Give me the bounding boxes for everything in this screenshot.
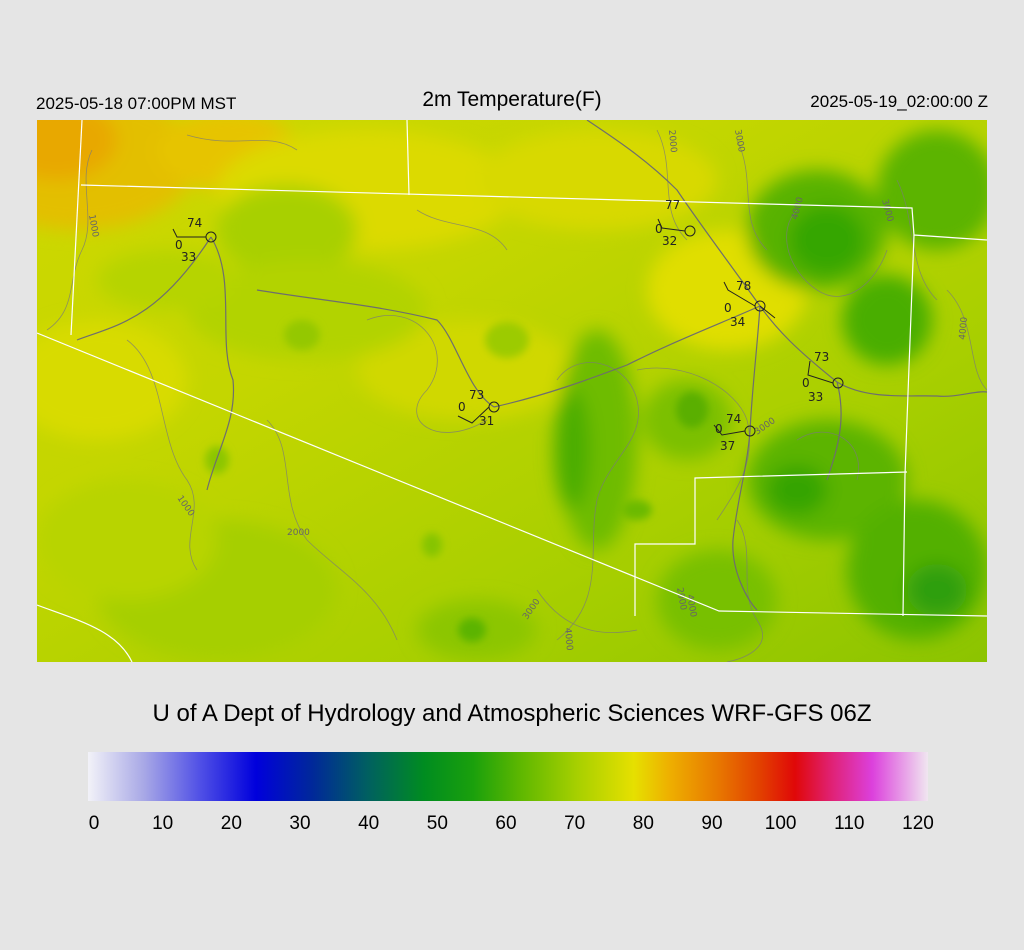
colorbar-tick-label: 60 xyxy=(495,813,517,834)
station-temperature: 77 xyxy=(665,198,680,212)
station-wind-speed: 0 xyxy=(802,376,810,390)
station-temperature: 78 xyxy=(736,279,751,293)
station-plot: 74 0 33 xyxy=(172,216,217,264)
station-wind-speed: 0 xyxy=(715,422,723,436)
colorbar-tick-label: 80 xyxy=(632,813,654,834)
colorbar-tick-label: 50 xyxy=(426,813,448,834)
political-borders xyxy=(37,120,987,662)
station-dewpoint: 37 xyxy=(720,439,735,453)
station-dewpoint: 32 xyxy=(662,234,677,248)
contour-label: 4000 xyxy=(562,627,574,651)
colorbar-tick-label: 10 xyxy=(152,813,174,834)
colorbar-tick-label: 20 xyxy=(220,813,242,834)
credit-line: U of A Dept of Hydrology and Atmospheric… xyxy=(152,700,872,727)
station-temperature: 73 xyxy=(469,388,484,402)
contour-label: 1000 xyxy=(86,214,100,239)
terrain-contours xyxy=(46,129,987,662)
station-temperature: 74 xyxy=(187,216,202,230)
station-wind-speed: 0 xyxy=(724,301,732,315)
colorbar-tick-label: 0 xyxy=(88,813,100,834)
station-temperature: 74 xyxy=(726,412,741,426)
station-plot: 77 0 32 xyxy=(655,198,696,248)
contour-label: 2000 xyxy=(287,528,310,538)
local-time-label: 2025-05-18 07:00PM MST xyxy=(36,94,237,113)
temperature-map: 1000 1000 2000 2000 2000 3000 3000 3000 … xyxy=(37,120,987,662)
station-dewpoint: 33 xyxy=(808,390,823,404)
utc-time-label: 2025-05-19_02:00:00 Z xyxy=(810,92,988,111)
contour-label: 3000 xyxy=(732,129,746,154)
map-title: 2m Temperature(F) xyxy=(422,88,602,111)
station-dewpoint: 33 xyxy=(181,250,196,264)
colorbar-tick-label: 40 xyxy=(358,813,380,834)
station-dewpoint: 34 xyxy=(730,315,745,329)
station-wind-speed: 0 xyxy=(458,400,466,414)
station-temperature: 73 xyxy=(814,350,829,364)
colorbar-tick-label: 90 xyxy=(701,813,723,834)
station-wind-speed: 0 xyxy=(175,238,183,252)
station-plots: 74 0 33 77 0 32 78 0 34 73 xyxy=(172,198,844,453)
colorbar-tick-label: 100 xyxy=(764,813,797,834)
station-plot: 74 0 37 xyxy=(713,412,756,453)
colorbar-tick-label: 30 xyxy=(289,813,311,834)
road-lines xyxy=(76,120,987,611)
station-wind-speed: 0 xyxy=(655,222,663,236)
colorbar-tick-label: 70 xyxy=(564,813,586,834)
temperature-colorbar xyxy=(88,752,928,801)
contour-label: 4000 xyxy=(958,316,970,340)
colorbar-tick-label: 120 xyxy=(902,813,934,834)
station-plot: 78 0 34 xyxy=(723,279,776,329)
station-plot: 73 0 31 xyxy=(457,388,500,428)
colorbar-tick-label: 110 xyxy=(834,813,865,834)
contour-label: 4000 xyxy=(684,594,698,619)
contour-label: 2000 xyxy=(674,587,688,612)
contour-labels: 1000 1000 2000 2000 2000 3000 3000 3000 … xyxy=(86,129,970,652)
station-plot: 73 0 33 xyxy=(802,350,844,404)
temperature-field xyxy=(37,120,987,662)
colorbar-tick-labels: 0 10 20 30 40 50 60 70 80 90 100 110 120 xyxy=(0,812,1024,836)
contour-label: 2000 xyxy=(666,129,678,153)
station-dewpoint: 31 xyxy=(479,414,494,428)
